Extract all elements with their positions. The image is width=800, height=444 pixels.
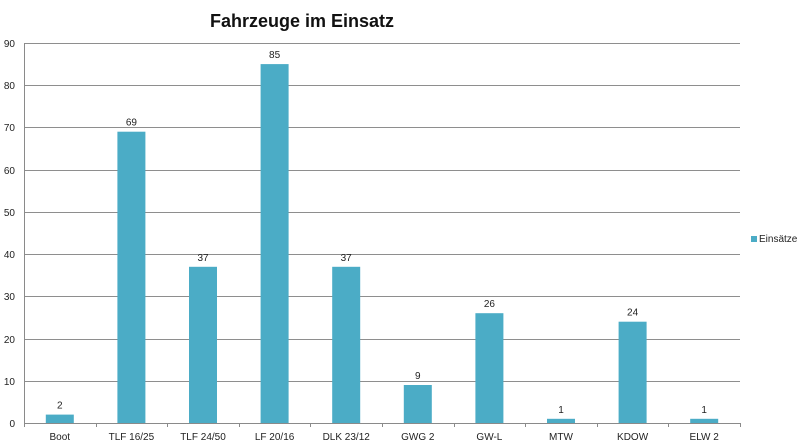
bar bbox=[690, 418, 719, 423]
x-category-label: TLF 24/50 bbox=[180, 432, 226, 443]
data-label: 1 bbox=[558, 405, 564, 416]
data-label: 26 bbox=[484, 299, 496, 310]
data-label: 85 bbox=[269, 50, 281, 61]
data-label: 69 bbox=[126, 118, 138, 129]
bar bbox=[260, 64, 289, 423]
y-tick-label: 50 bbox=[4, 208, 16, 219]
y-tick-label: 80 bbox=[4, 81, 16, 92]
labels: 2 Boot 69 TLF 16/25 37 TLF 24/50 85 LF 20/16 37 D… bbox=[50, 50, 720, 443]
y-tick-label: 20 bbox=[4, 335, 16, 346]
data-label: 37 bbox=[197, 253, 209, 264]
bar bbox=[618, 321, 647, 423]
y-tick-label: 0 bbox=[9, 419, 15, 430]
data-label: 1 bbox=[701, 405, 707, 416]
chart-title: Fahrzeuge im Einsatz bbox=[210, 11, 394, 31]
bars bbox=[45, 64, 719, 423]
bar bbox=[189, 266, 217, 423]
bar bbox=[547, 418, 575, 423]
legend-swatch bbox=[751, 236, 757, 242]
bar bbox=[403, 385, 432, 423]
data-label: 2 bbox=[57, 401, 63, 412]
x-category-label: Boot bbox=[50, 432, 71, 443]
axes: 0 10 20 30 40 50 60 70 80 90 bbox=[4, 39, 741, 430]
legend-label: Einsätze bbox=[759, 234, 798, 245]
x-category-label: GWG 2 bbox=[401, 432, 435, 443]
y-tick-label: 40 bbox=[4, 250, 16, 261]
bar bbox=[475, 313, 504, 423]
data-label: 24 bbox=[627, 308, 639, 319]
x-category-label: ELW 2 bbox=[690, 432, 720, 443]
x-category-label: MTW bbox=[549, 432, 573, 443]
x-category-label: DLK 23/12 bbox=[323, 432, 371, 443]
bar bbox=[117, 131, 146, 423]
data-label: 37 bbox=[341, 253, 353, 264]
y-tick-label: 10 bbox=[4, 377, 16, 388]
x-category-label: TLF 16/25 bbox=[109, 432, 155, 443]
bar bbox=[45, 414, 74, 423]
bar bbox=[332, 266, 361, 423]
y-tick-label: 30 bbox=[4, 292, 16, 303]
x-category-label: KDOW bbox=[617, 432, 649, 443]
y-tick-label: 70 bbox=[4, 123, 16, 134]
legend: Einsätze bbox=[751, 234, 798, 245]
y-tick-label: 90 bbox=[4, 39, 16, 50]
x-category-label: GW-L bbox=[476, 432, 502, 443]
x-category-label: LF 20/16 bbox=[255, 432, 295, 443]
data-label: 9 bbox=[415, 371, 421, 382]
y-tick-label: 60 bbox=[4, 166, 16, 177]
